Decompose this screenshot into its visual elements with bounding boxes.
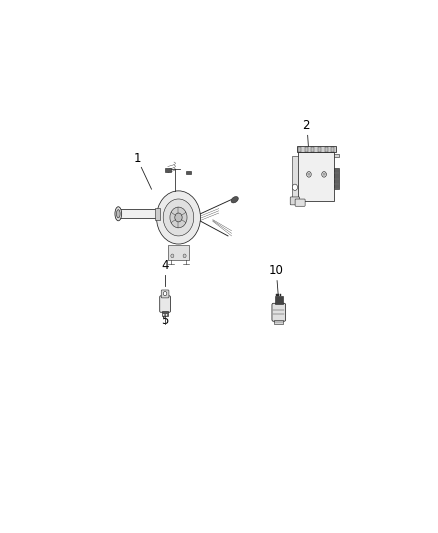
Text: 10: 10 — [268, 264, 283, 277]
Bar — [305, 147, 307, 152]
Bar — [275, 320, 283, 325]
Bar — [280, 294, 281, 296]
Text: 5: 5 — [161, 314, 169, 327]
Bar — [168, 245, 189, 260]
Bar — [298, 147, 301, 152]
Circle shape — [175, 213, 182, 222]
Ellipse shape — [115, 207, 122, 221]
Bar — [318, 147, 321, 152]
FancyBboxPatch shape — [295, 199, 305, 206]
Circle shape — [163, 199, 194, 236]
Bar — [162, 311, 168, 316]
Text: 4: 4 — [161, 260, 169, 272]
Circle shape — [307, 172, 311, 177]
Bar — [325, 147, 328, 152]
Bar — [165, 167, 171, 172]
Circle shape — [292, 184, 297, 190]
Circle shape — [322, 172, 326, 177]
Circle shape — [163, 292, 167, 296]
Bar — [297, 146, 336, 152]
Circle shape — [183, 254, 186, 258]
Bar — [292, 156, 298, 198]
FancyBboxPatch shape — [160, 296, 170, 312]
Circle shape — [156, 191, 201, 244]
Bar — [275, 296, 283, 303]
Bar — [311, 147, 314, 152]
Bar — [278, 294, 279, 296]
Ellipse shape — [231, 197, 238, 203]
FancyBboxPatch shape — [272, 303, 286, 321]
Bar — [298, 152, 334, 201]
Circle shape — [166, 314, 167, 316]
FancyBboxPatch shape — [290, 197, 300, 205]
Bar — [331, 147, 334, 152]
Circle shape — [171, 254, 174, 258]
Bar — [116, 209, 160, 218]
Text: 2: 2 — [302, 119, 310, 132]
Circle shape — [163, 314, 164, 316]
Bar — [303, 154, 339, 157]
FancyBboxPatch shape — [161, 290, 169, 298]
Circle shape — [170, 207, 187, 228]
Ellipse shape — [117, 209, 120, 218]
Bar — [186, 171, 191, 174]
Bar — [276, 294, 278, 296]
Bar — [155, 208, 160, 220]
Bar — [334, 168, 339, 189]
Text: 1: 1 — [134, 151, 141, 165]
